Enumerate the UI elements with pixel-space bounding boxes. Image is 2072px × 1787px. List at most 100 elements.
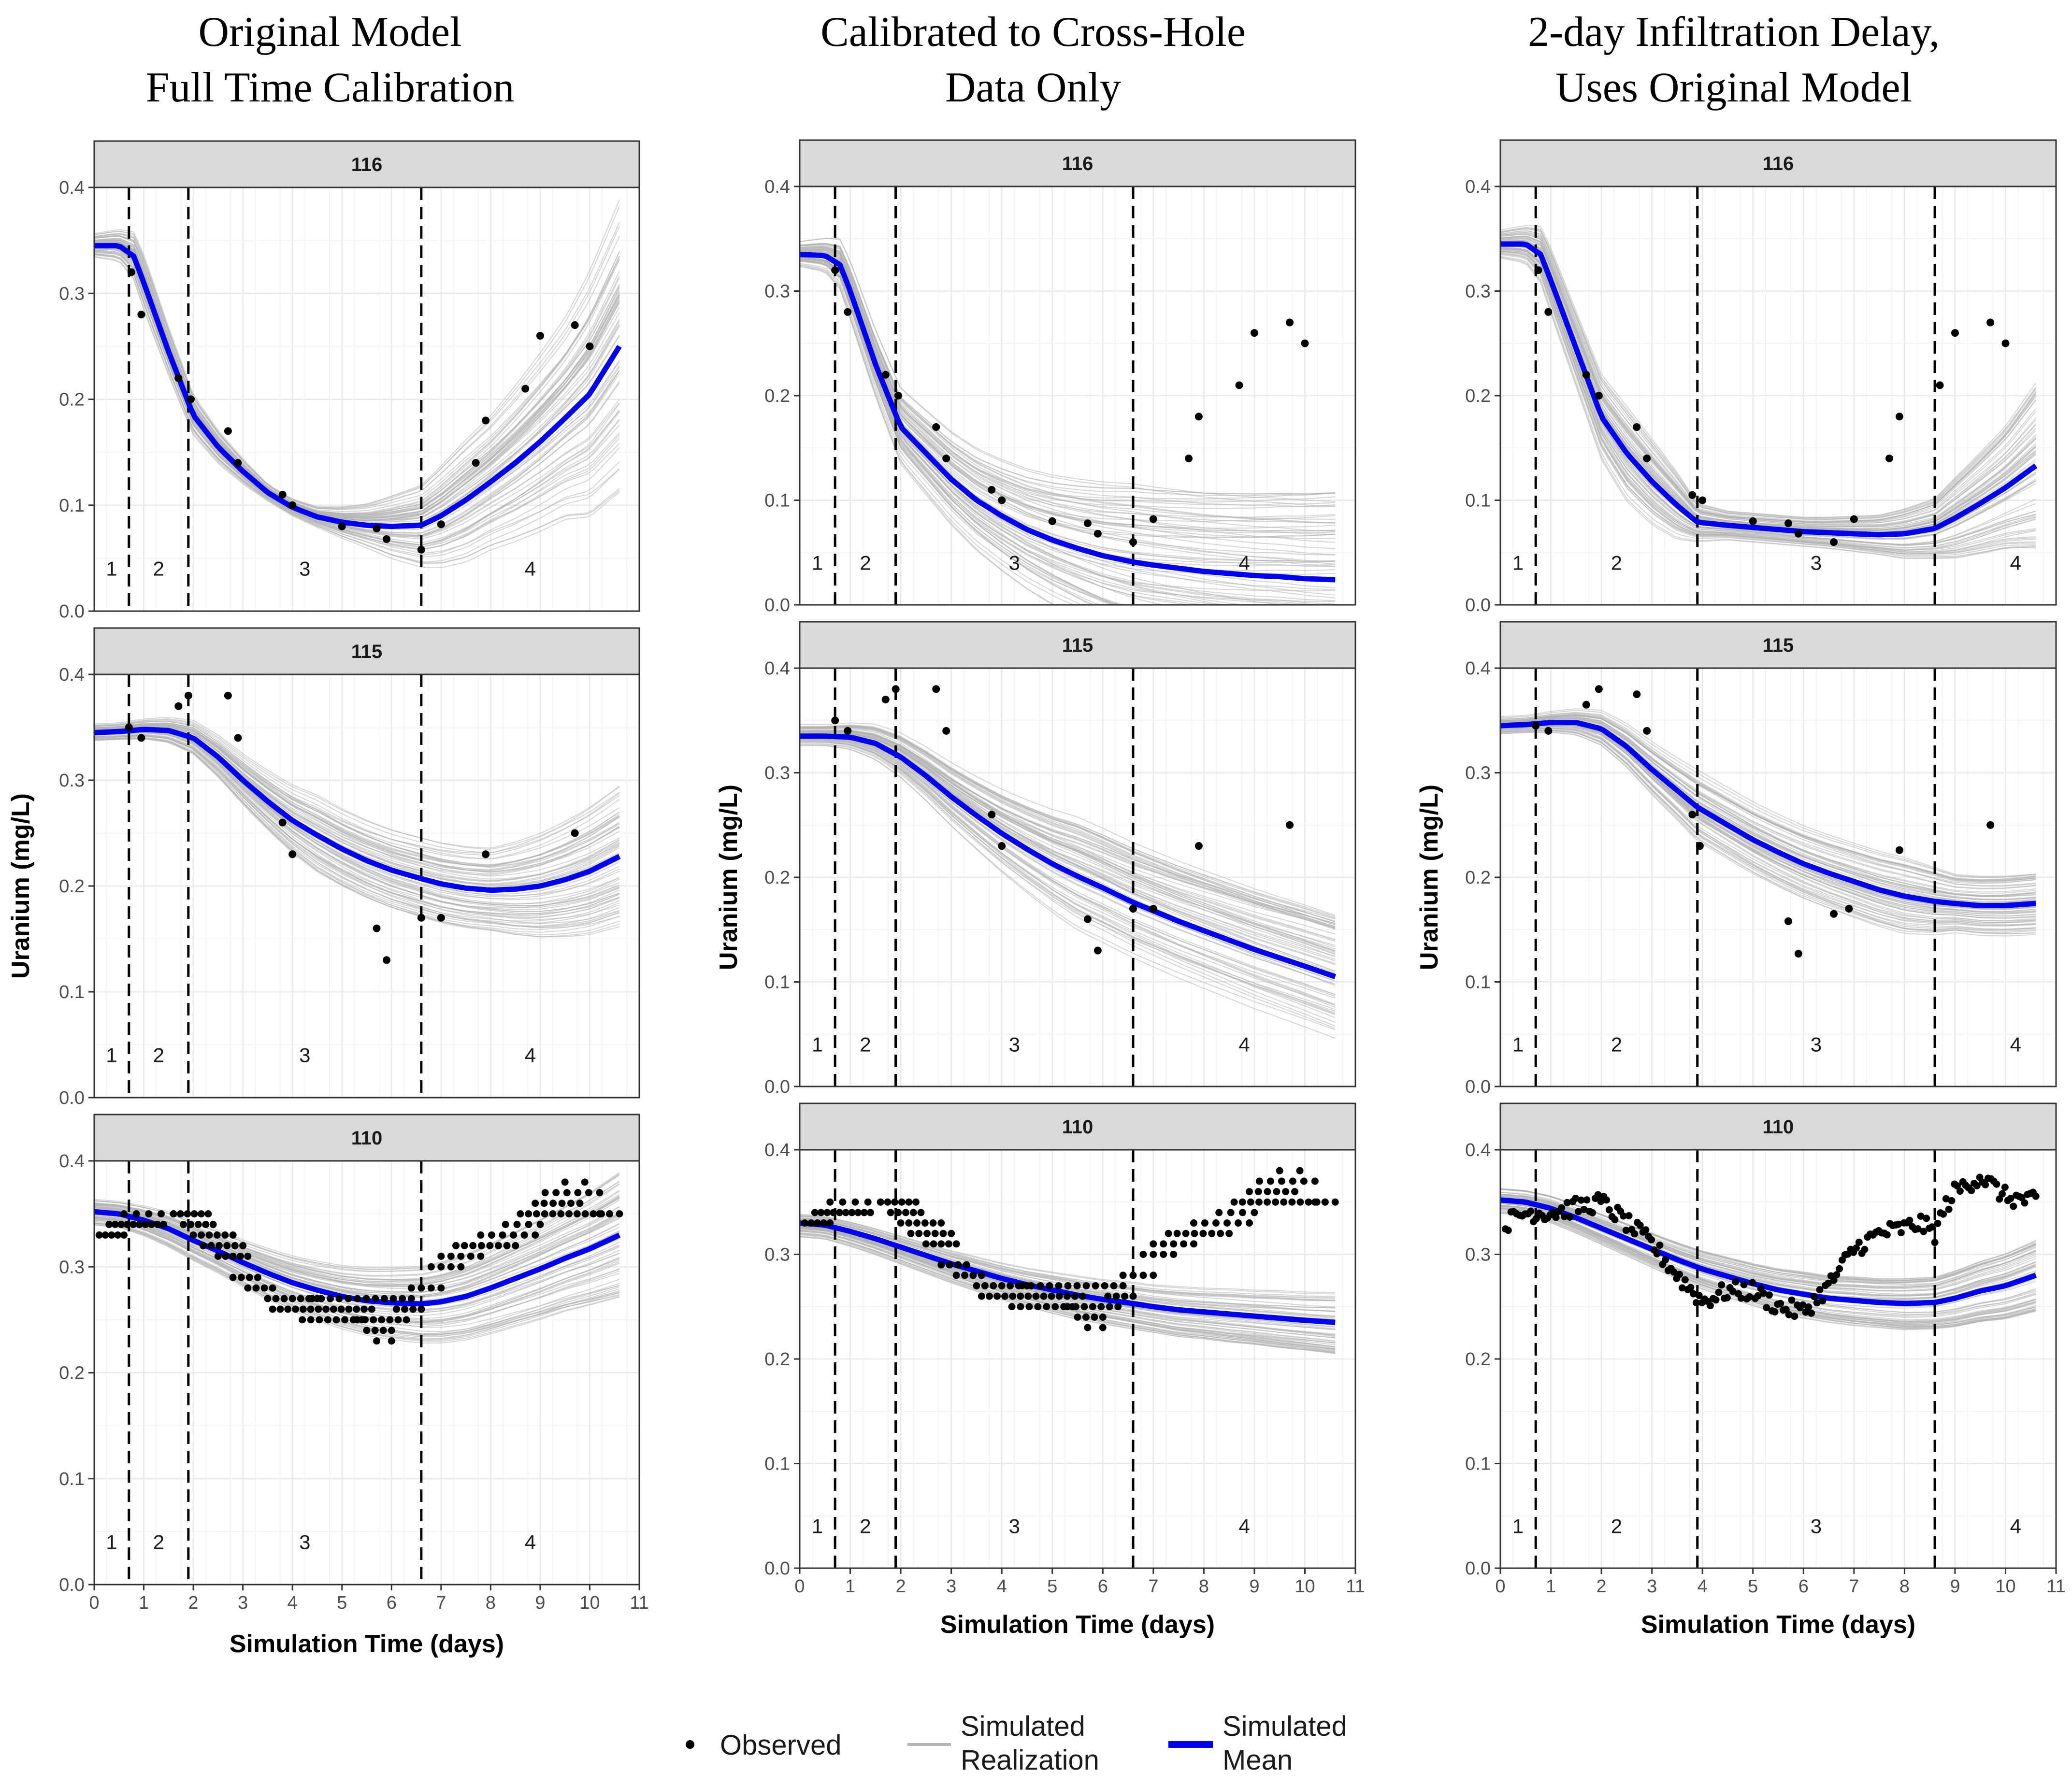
realization-line — [1500, 710, 2036, 878]
realization-line — [800, 730, 1336, 955]
observed-point — [278, 818, 287, 827]
legend-mean-label-line1: Simulated — [1223, 1711, 1347, 1742]
facet-panel-115-col3: 1 2 3 4 115 0.0 0.1 0.2 0.3 0.4 Uranium (mg/L) — [1415, 621, 2057, 1097]
observed-point — [1230, 1198, 1238, 1206]
observed-point — [1018, 1282, 1026, 1289]
observed-point — [1215, 1209, 1223, 1216]
observed-point — [324, 1316, 331, 1324]
observed-point — [814, 1219, 821, 1227]
observed-point — [447, 1252, 455, 1260]
facet-panel-116-col2: 1 2 3 4 116 0.0 0.1 0.2 0.3 0.4 — [764, 139, 1356, 615]
y-tick-label: 0.0 — [59, 601, 85, 622]
realization-line — [799, 731, 1336, 948]
observed-point — [1273, 1188, 1281, 1196]
observed-point — [477, 1252, 485, 1260]
x-tick-label: 1 — [1546, 1576, 1556, 1597]
observed-point — [1560, 1213, 1568, 1220]
observed-point — [937, 1261, 945, 1269]
observed-point — [221, 1231, 229, 1239]
period-label: 3 — [1009, 1033, 1020, 1056]
observed-point — [1706, 1302, 1714, 1310]
period-label: 3 — [299, 557, 310, 580]
observed-point — [541, 1210, 548, 1218]
simulated-mean-line — [800, 733, 1336, 979]
observed-point — [854, 1209, 862, 1216]
period-label: 4 — [2010, 1033, 2021, 1056]
observed-point — [1094, 946, 1102, 955]
observed-point — [2021, 1199, 2029, 1207]
column-3-title-line1: 2-day Infiltration Delay, — [1528, 9, 1940, 56]
observed-point — [525, 1210, 532, 1218]
observed-point — [985, 1292, 993, 1300]
observed-point — [532, 1231, 539, 1239]
observed-point — [590, 1210, 597, 1218]
x-axis-title: Simulation Time (days) — [230, 1630, 504, 1658]
observed-point — [1119, 1282, 1127, 1289]
period-label: 1 — [106, 1530, 117, 1553]
observed-point — [1931, 1239, 1939, 1246]
period-label: 4 — [525, 1530, 536, 1553]
observed-point — [272, 1295, 280, 1302]
simulated-mean-line — [1500, 720, 2036, 908]
observed-point — [1255, 1177, 1263, 1185]
y-tick-label: 0.4 — [59, 665, 85, 685]
observed-point — [469, 1242, 477, 1249]
observed-point — [1089, 1303, 1096, 1311]
x-tick-label: 10 — [579, 1593, 600, 1613]
observed-point — [316, 1316, 323, 1324]
observed-point — [881, 695, 890, 703]
observed-point — [1286, 318, 1294, 327]
realization-line — [799, 728, 1336, 952]
period-label: 3 — [1811, 1033, 1822, 1056]
observed-point — [383, 535, 391, 543]
observed-point — [1160, 1240, 1167, 1248]
observed-point — [308, 1295, 316, 1302]
observed-point — [988, 811, 996, 819]
observed-point — [1785, 1311, 1793, 1318]
observed-point — [923, 1229, 931, 1237]
observed-point — [1574, 1208, 1582, 1215]
observed-point — [557, 1210, 565, 1218]
observed-point — [1656, 1242, 1664, 1249]
observed-point — [1544, 727, 1553, 735]
observed-point — [844, 727, 852, 735]
period-label: 4 — [2010, 1515, 2021, 1537]
facet-panel-116-col3: 1 2 3 4 116 0.0 0.1 0.2 0.3 0.4 — [1465, 139, 2057, 615]
observed-point — [383, 956, 391, 964]
x-tick-label: 10 — [1995, 1576, 2015, 1597]
observed-point — [1833, 1271, 1841, 1279]
observed-point — [842, 1209, 849, 1216]
observed-point — [831, 266, 839, 274]
observed-point — [229, 1273, 237, 1281]
observed-point — [807, 1219, 815, 1227]
realization-line — [94, 257, 620, 568]
realization-line — [94, 730, 620, 912]
observed-point — [403, 1316, 410, 1324]
observed-point — [447, 1263, 455, 1271]
observed-point — [909, 1209, 917, 1216]
x-axis-title: Simulation Time (days) — [940, 1611, 1215, 1639]
realization-line — [94, 226, 620, 510]
observed-point — [252, 1284, 260, 1292]
observed-point — [190, 1210, 198, 1218]
observed-point — [502, 1221, 509, 1229]
observed-point — [370, 1316, 377, 1324]
y-tick-label: 0.2 — [59, 876, 85, 897]
realization-line — [94, 1206, 620, 1296]
y-tick-label: 0.4 — [1465, 1140, 1491, 1160]
observed-point — [585, 1189, 592, 1197]
x-tick-label: 4 — [1698, 1576, 1708, 1597]
observed-point — [536, 331, 544, 340]
x-tick-label: 11 — [1346, 1576, 1365, 1597]
observed-point — [1170, 1251, 1178, 1258]
observed-point — [137, 311, 145, 319]
observed-point — [1765, 1291, 1773, 1299]
observed-point — [380, 1295, 388, 1302]
observed-point — [1577, 1196, 1585, 1204]
realization-line — [94, 235, 620, 515]
observed-point — [1885, 454, 1893, 462]
observed-point — [1301, 339, 1309, 347]
observed-point — [521, 385, 530, 393]
realization-line — [799, 238, 1336, 507]
